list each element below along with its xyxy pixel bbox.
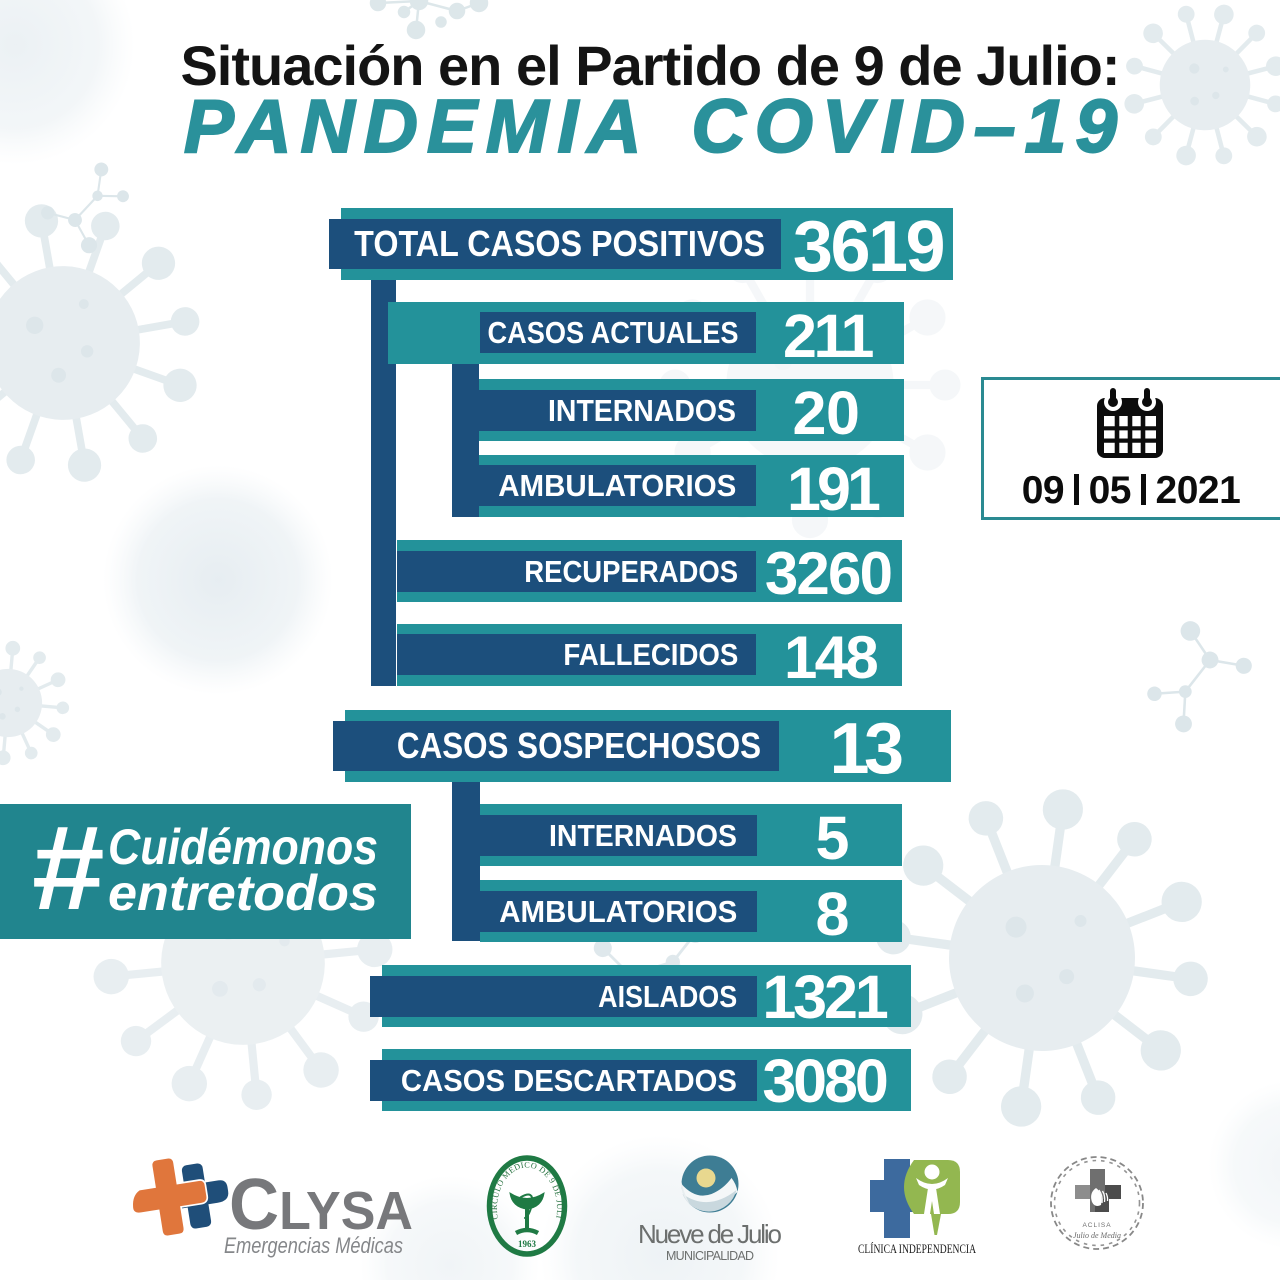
svg-text:CLÍNICA INDEPENDENCIA: CLÍNICA INDEPENDENCIA	[858, 1241, 976, 1256]
svg-text:CLYSA: CLYSA	[229, 1165, 413, 1245]
svg-text:Emergencias Médicas: Emergencias Médicas	[224, 1233, 403, 1258]
svg-text:ACLISA: ACLISA	[1082, 1222, 1111, 1229]
svg-text:Nueve de Julio: Nueve de Julio	[638, 1219, 782, 1249]
svg-text:1963: 1963	[518, 1239, 537, 1249]
svg-text:Julio de Media: Julio de Media	[1073, 1231, 1121, 1240]
svg-text:MUNICIPALIDAD: MUNICIPALIDAD	[666, 1249, 754, 1262]
